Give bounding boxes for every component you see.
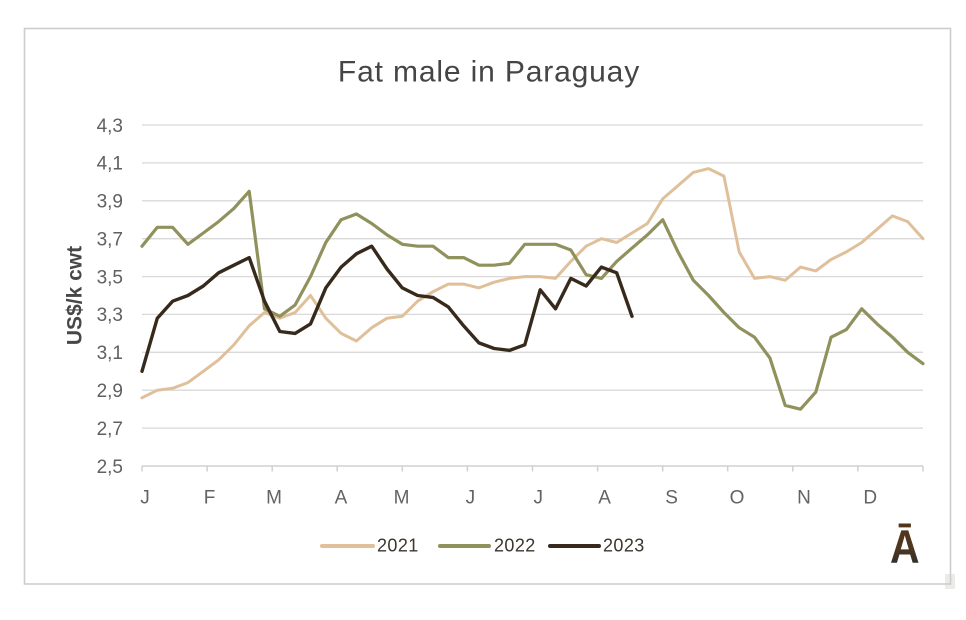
svg-text:2,5: 2,5: [97, 457, 123, 478]
svg-text:Ā: Ā: [890, 521, 920, 573]
svg-text:4,3: 4,3: [97, 116, 123, 137]
svg-text:J: J: [140, 488, 150, 509]
svg-text:N: N: [797, 488, 811, 509]
svg-text:O: O: [730, 488, 745, 509]
svg-text:M: M: [394, 488, 410, 509]
svg-text:2023: 2023: [603, 536, 645, 556]
svg-text:3,9: 3,9: [97, 192, 123, 213]
svg-text:4,1: 4,1: [97, 154, 123, 175]
svg-text:3,1: 3,1: [97, 343, 123, 364]
svg-text:Fat male in Paraguay: Fat male in Paraguay: [338, 56, 640, 89]
svg-text:2,7: 2,7: [97, 419, 123, 440]
svg-text:3,7: 3,7: [97, 230, 123, 251]
svg-text:D: D: [863, 488, 877, 509]
svg-text:J: J: [466, 488, 476, 509]
svg-text:2022: 2022: [494, 536, 536, 556]
svg-text:J: J: [534, 488, 544, 509]
svg-text:M: M: [266, 488, 282, 509]
svg-text:US$/k cwt: US$/k cwt: [64, 246, 87, 345]
svg-text:3,5: 3,5: [97, 267, 123, 288]
svg-text:S: S: [665, 488, 678, 509]
svg-text:A: A: [598, 488, 611, 509]
svg-text:2021: 2021: [377, 536, 419, 556]
svg-text:A: A: [335, 488, 348, 509]
svg-text:2,9: 2,9: [97, 381, 123, 402]
svg-text:F: F: [204, 488, 216, 509]
svg-text:3,3: 3,3: [97, 305, 123, 326]
